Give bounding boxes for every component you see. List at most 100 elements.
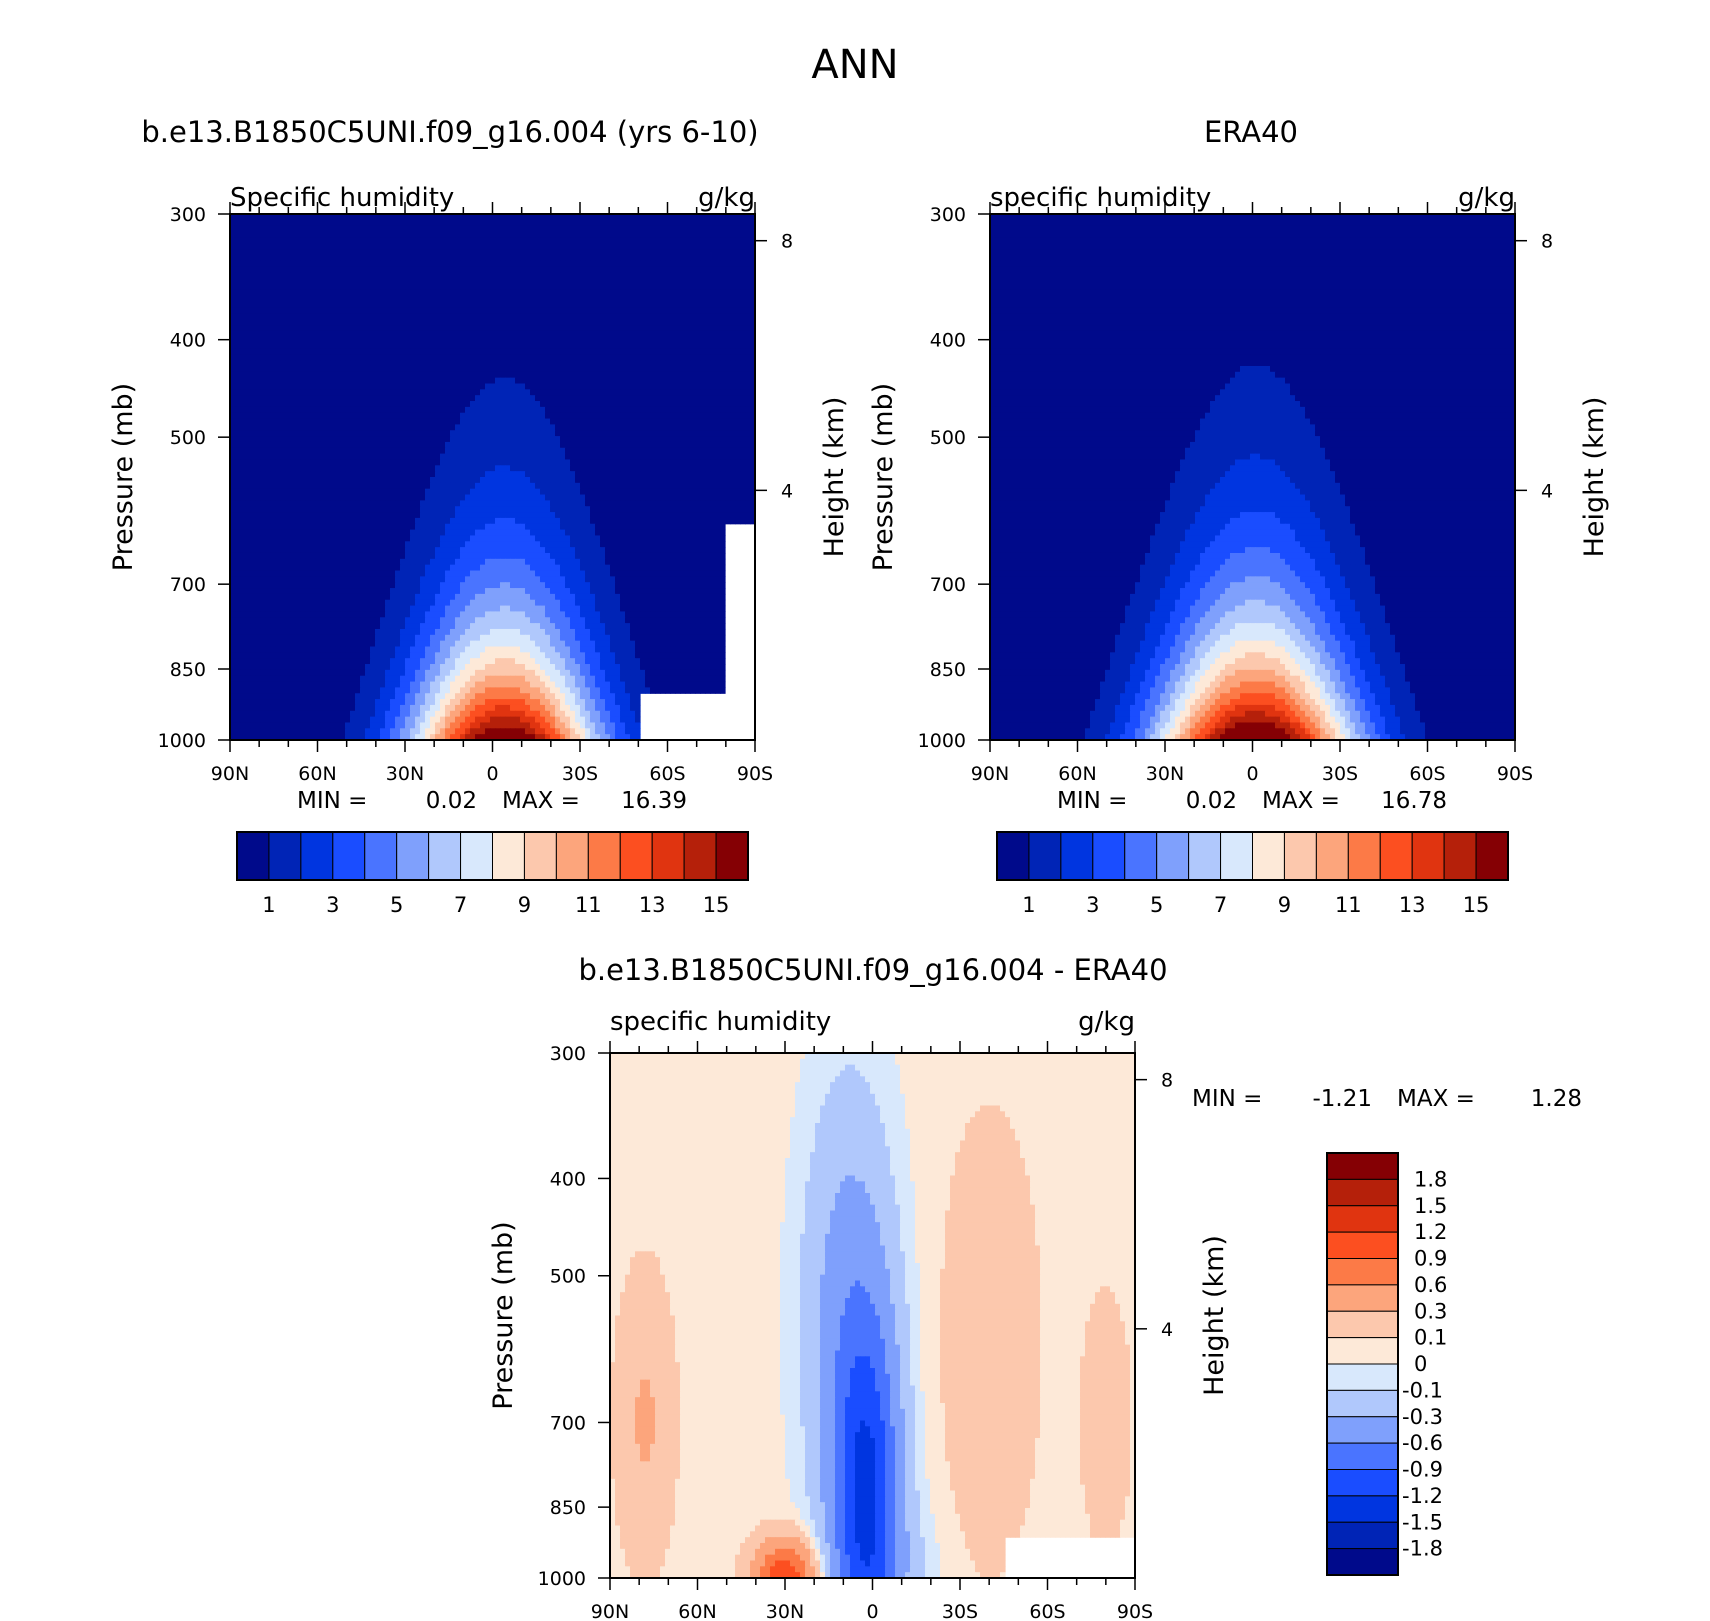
contour-cell [690,378,696,384]
contour-cell [235,401,241,407]
contour-cell [405,354,411,360]
contour-cell [455,424,461,430]
contour-cell [675,442,681,448]
contour-cell [475,325,481,331]
contour-cell [245,284,251,290]
contour-cell [510,459,516,465]
contour-cell [340,272,346,278]
contour-cell [355,308,361,314]
contour-cell [685,319,691,325]
contour-cell [385,348,391,354]
contour-cell [680,348,686,354]
contour-cell [500,290,506,296]
contour-cell [290,477,296,483]
contour-cell [740,343,746,349]
contour-cell [580,296,586,302]
contour-cell [460,413,466,419]
contour-cell [375,436,381,442]
contour-cell [270,343,276,349]
contour-cell [570,430,576,436]
contour-cell [490,401,496,407]
contour-cell [345,436,351,442]
contour-cell [310,378,316,384]
contour-cell [575,331,581,337]
contour-cell [605,465,611,471]
contour-cell [425,442,431,448]
contour-cell [625,401,631,407]
contour-cell [535,383,541,389]
contour-cell [330,454,336,460]
contour-cell [425,232,431,238]
contour-cell [590,226,596,232]
contour-cell [390,284,396,290]
contour-cell [630,348,636,354]
contour-cell [330,319,336,325]
contour-cell [365,278,371,284]
contour-cell [425,313,431,319]
contour-cell [380,272,386,278]
contour-cell [635,302,641,308]
contour-cell [390,243,396,249]
contour-cell [675,337,681,343]
contour-cell [610,389,616,395]
contour-cell [260,489,266,495]
contour-cell [295,249,301,255]
contour-cell [450,489,456,495]
contour-cell [615,243,621,249]
contour-cell [445,272,451,278]
contour-cell [560,354,566,360]
contour-cell [555,331,561,337]
contour-cell [340,378,346,384]
contour-cell [505,372,511,378]
contour-cell [545,354,551,360]
contour-cell [515,278,521,284]
contour-cell [555,354,561,360]
contour-cell [290,419,296,425]
contour-cell [645,249,651,255]
contour-cell [565,278,571,284]
contour-cell [585,255,591,261]
contour-cell [445,459,451,465]
contour-cell [445,424,451,430]
contour-cell [285,284,291,290]
contour-cell [390,459,396,465]
contour-cell [410,255,416,261]
contour-cell [340,237,346,243]
contour-cell [640,454,646,460]
contour-cell [390,436,396,442]
contour-cell [650,232,656,238]
contour-cell [650,302,656,308]
contour-cell [360,278,366,284]
contour-cell [360,249,366,255]
contour-cell [440,243,446,249]
contour-cell [720,284,726,290]
contour-cell [595,284,601,290]
contour-cell [720,430,726,436]
contour-cell [635,413,641,419]
contour-cell [410,337,416,343]
contour-cell [565,419,571,425]
contour-cell [365,372,371,378]
contour-cell [590,383,596,389]
contour-cell [290,319,296,325]
contour-cell [695,331,701,337]
contour-cell [630,237,636,243]
contour-cell [630,419,636,425]
contour-cell [310,477,316,483]
contour-cell [730,267,736,273]
contour-cell [455,413,461,419]
contour-cell [335,413,341,419]
contour-cell [275,319,281,325]
contour-cell [235,372,241,378]
contour-cell [585,442,591,448]
contour-cell [610,378,616,384]
contour-cell [635,407,641,413]
contour-cell [515,243,521,249]
contour-cell [720,454,726,460]
contour-cell [735,325,741,331]
contour-cell [540,243,546,249]
contour-cell [685,465,691,471]
contour-cell [665,261,671,267]
contour-cell [710,226,716,232]
contour-cell [495,290,501,296]
